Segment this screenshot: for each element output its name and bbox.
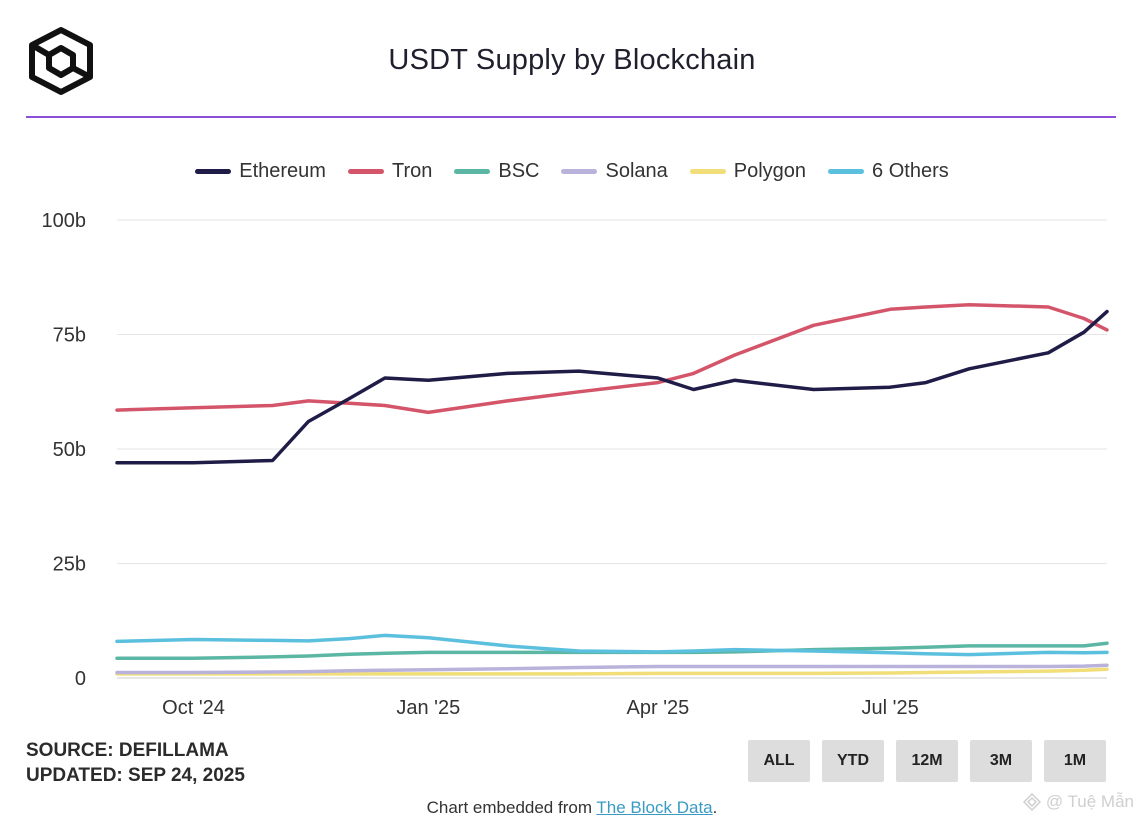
range-button-3m[interactable]: 3M (970, 740, 1032, 782)
legend-item-solana[interactable]: Solana (561, 160, 668, 183)
legend-item-others[interactable]: 6 Others (828, 160, 949, 183)
legend-label: BSC (498, 160, 540, 182)
legend-item-polygon[interactable]: Polygon (689, 160, 807, 183)
embed-credit: Chart embedded from The Block Data. (0, 798, 1144, 818)
chart-legend: Ethereum Tron BSC Solana Polygon 6 Other… (0, 160, 1144, 183)
legend-swatch (689, 169, 726, 174)
legend-label: Solana (605, 160, 668, 182)
range-button-ytd[interactable]: YTD (822, 740, 884, 782)
watermark: @ Tuệ Mẫn (1022, 792, 1134, 812)
line-chart: 0 25b 50b 75b 100b Oct '24 Jan '25 Apr '25 Jul '… (42, 210, 1109, 719)
legend-swatch (828, 169, 865, 174)
series-line-6-others (115, 633, 1109, 657)
legend-swatch (347, 169, 384, 174)
legend-label: Polygon (733, 160, 807, 182)
legend-swatch (195, 169, 232, 174)
the-block-logo (29, 27, 93, 95)
watermark-icon (1022, 792, 1041, 812)
y-tick-label: 0 (75, 668, 86, 690)
x-tick-label: Apr '25 (627, 697, 690, 719)
legend-label: Ethereum (239, 160, 326, 182)
x-tick-label: Jul '25 (862, 697, 919, 719)
legend-item-bsc[interactable]: BSC (454, 160, 539, 183)
updated-label: UPDATED: SEP 24, 2025 (26, 765, 245, 786)
the-block-data-link[interactable]: The Block Data (596, 798, 713, 817)
source-label: SOURCE: DEFILLAMA (26, 740, 229, 761)
range-selector: ALL YTD 12M 3M 1M (748, 740, 1106, 782)
legend-label: 6 Others (872, 160, 949, 182)
legend-label: Tron (391, 160, 433, 182)
embed-suffix: . (712, 798, 718, 817)
range-button-all[interactable]: ALL (748, 740, 810, 782)
watermark-text: @ Tuệ Mẫn (1045, 792, 1134, 811)
range-button-12m[interactable]: 12M (896, 740, 958, 782)
series-line-polygon (115, 667, 1109, 676)
legend-swatch (561, 169, 598, 174)
series-line-ethereum (115, 309, 1109, 465)
legend-item-ethereum[interactable]: Ethereum (195, 160, 326, 183)
legend-item-tron[interactable]: Tron (347, 160, 433, 183)
source-info: SOURCE: DEFILLAMA UPDATED: SEP 24, 2025 (26, 738, 245, 788)
x-tick-label: Jan '25 (396, 697, 460, 719)
y-tick-label: 25b (53, 554, 86, 576)
embed-prefix: Chart embedded from (426, 798, 597, 817)
page-title: USDT Supply by Blockchain (388, 44, 756, 76)
series-line-solana (115, 663, 1109, 675)
legend-swatch (454, 169, 491, 174)
x-tick-label: Oct '24 (162, 697, 225, 719)
y-tick-label: 100b (42, 210, 87, 232)
y-tick-label: 75b (53, 325, 86, 347)
range-button-1m[interactable]: 1M (1044, 740, 1106, 782)
title-divider (26, 116, 1116, 118)
y-tick-label: 50b (53, 439, 86, 461)
series-line-tron (115, 302, 1109, 415)
